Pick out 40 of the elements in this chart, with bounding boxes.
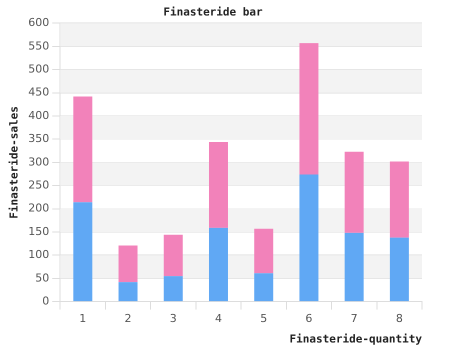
y-tick-label: 50 [35, 271, 50, 284]
x-tick-label: 4 [214, 312, 222, 326]
x-tick-label: 2 [124, 312, 132, 326]
y-tick-label: 200 [28, 202, 50, 215]
y-tick-label: 500 [28, 62, 50, 76]
bar [73, 202, 92, 302]
bar [390, 238, 409, 302]
bar [299, 174, 318, 302]
bar [208, 228, 228, 302]
y-tick-label: 300 [28, 155, 50, 168]
bar [254, 228, 274, 274]
bar [118, 245, 138, 282]
bar [164, 276, 183, 302]
x-axis-title: Finasteride-quantity [290, 332, 422, 346]
bar [254, 273, 274, 302]
bar [299, 43, 318, 174]
y-tick-label: 450 [28, 86, 50, 99]
x-tick-label: 6 [305, 312, 312, 326]
bar [208, 142, 228, 228]
y-tick-label: 400 [28, 108, 50, 122]
y-tick-label: 250 [28, 178, 50, 192]
bar [344, 152, 364, 233]
y-axis-title: Finasteride-sales [7, 106, 20, 219]
x-tick-label: 1 [79, 312, 86, 326]
bar [73, 96, 92, 202]
bar [164, 234, 183, 276]
x-tick-label: 3 [170, 312, 177, 326]
bar [390, 161, 409, 238]
y-tick-label: 550 [28, 39, 50, 52]
x-tick-label: 7 [350, 312, 358, 326]
y-tick-label: 150 [28, 224, 50, 238]
y-tick-label: 0 [42, 294, 50, 308]
bar [344, 232, 364, 302]
x-tick-label: 8 [396, 312, 403, 326]
y-tick-label: 600 [28, 16, 50, 30]
y-tick-label: 350 [28, 132, 50, 146]
chart-title: Finasteride bar [163, 5, 264, 18]
bar [118, 282, 138, 302]
y-tick-label: 100 [28, 248, 50, 262]
x-tick-label: 5 [260, 312, 268, 326]
